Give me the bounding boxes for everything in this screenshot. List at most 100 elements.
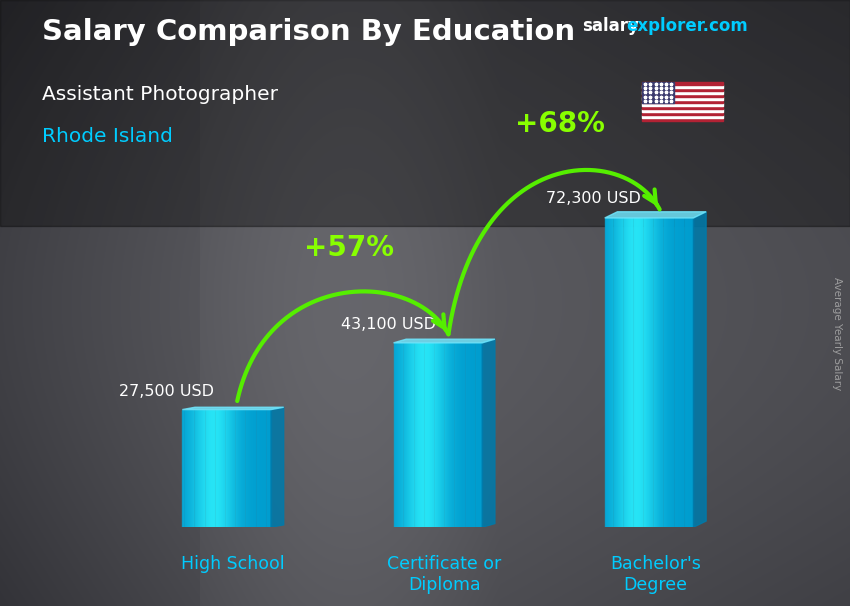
Bar — [401, 343, 402, 527]
Bar — [642, 100, 722, 103]
Bar — [481, 343, 482, 527]
Bar — [185, 410, 187, 527]
Bar — [254, 410, 256, 527]
Bar — [189, 410, 190, 527]
Bar — [679, 218, 680, 527]
Bar — [396, 343, 397, 527]
Bar — [242, 410, 243, 527]
Bar — [233, 410, 235, 527]
Bar — [448, 343, 449, 527]
Bar — [411, 343, 412, 527]
Bar — [450, 343, 451, 527]
Bar — [658, 218, 659, 527]
Bar — [618, 218, 619, 527]
Bar — [202, 410, 203, 527]
Bar — [439, 343, 440, 527]
Bar — [212, 410, 213, 527]
Bar — [613, 218, 614, 527]
Bar — [416, 343, 418, 527]
Bar — [633, 218, 635, 527]
Bar — [206, 410, 207, 527]
Bar — [690, 218, 691, 527]
Bar — [261, 410, 262, 527]
Bar — [458, 343, 459, 527]
Bar — [662, 218, 664, 527]
Bar — [659, 218, 660, 527]
Bar — [433, 343, 434, 527]
Bar — [198, 410, 199, 527]
Bar — [651, 218, 653, 527]
Bar — [182, 410, 184, 527]
Bar — [609, 218, 610, 527]
Bar — [394, 343, 396, 527]
Bar — [628, 218, 629, 527]
Bar — [235, 410, 236, 527]
Bar — [214, 410, 216, 527]
Bar — [456, 343, 458, 527]
Bar — [241, 410, 242, 527]
Bar — [258, 410, 260, 527]
Bar — [614, 218, 615, 527]
Bar — [192, 410, 194, 527]
Bar — [672, 218, 673, 527]
Bar — [424, 343, 426, 527]
Bar — [622, 218, 624, 527]
Bar — [642, 118, 722, 121]
Bar — [243, 410, 245, 527]
Bar — [408, 343, 409, 527]
Bar — [240, 410, 241, 527]
Bar — [625, 218, 626, 527]
Bar — [636, 218, 637, 527]
Bar — [442, 343, 444, 527]
Bar — [608, 218, 609, 527]
Bar — [402, 343, 404, 527]
Bar — [427, 343, 428, 527]
Bar — [199, 410, 200, 527]
Bar — [681, 218, 683, 527]
Bar — [232, 410, 233, 527]
Bar — [265, 410, 267, 527]
Bar — [236, 410, 238, 527]
Text: Assistant Photographer: Assistant Photographer — [42, 85, 279, 104]
Bar — [693, 218, 694, 527]
Bar — [225, 410, 227, 527]
Bar — [642, 88, 722, 91]
Polygon shape — [604, 211, 706, 218]
Bar — [434, 343, 436, 527]
Bar — [264, 410, 265, 527]
Bar — [642, 115, 722, 118]
Bar — [205, 410, 206, 527]
Bar — [463, 343, 464, 527]
Bar — [642, 94, 722, 97]
Bar — [429, 343, 430, 527]
Bar — [247, 410, 249, 527]
Bar — [479, 343, 480, 527]
Bar — [239, 410, 240, 527]
Text: Salary Comparison By Education: Salary Comparison By Education — [42, 18, 575, 46]
Bar — [260, 410, 261, 527]
Bar — [455, 343, 456, 527]
Bar — [604, 218, 606, 527]
Bar — [409, 343, 411, 527]
Text: Rhode Island: Rhode Island — [42, 127, 173, 146]
Bar — [209, 410, 210, 527]
Bar — [642, 82, 674, 103]
Bar — [686, 218, 687, 527]
Bar — [238, 410, 239, 527]
Bar — [459, 343, 460, 527]
Bar — [220, 410, 221, 527]
Bar — [632, 218, 633, 527]
Bar — [646, 218, 647, 527]
Bar — [627, 218, 628, 527]
Bar — [426, 343, 427, 527]
Text: +57%: +57% — [304, 235, 394, 262]
Bar — [262, 410, 264, 527]
Bar — [438, 343, 439, 527]
Bar — [218, 410, 219, 527]
Bar — [194, 410, 195, 527]
Bar — [610, 218, 611, 527]
Bar — [683, 218, 684, 527]
Polygon shape — [694, 211, 706, 527]
Text: salary: salary — [582, 17, 639, 35]
Bar — [642, 97, 722, 100]
